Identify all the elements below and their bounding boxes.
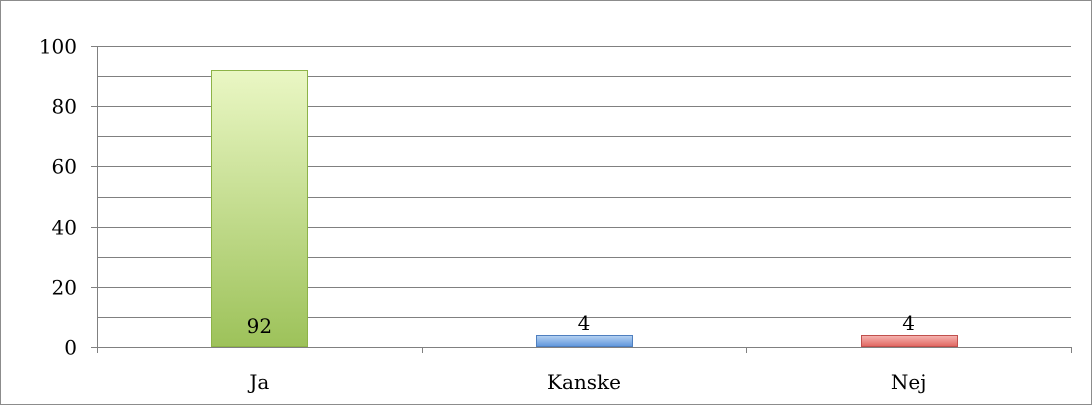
x-tick-label: Kanske xyxy=(547,370,621,394)
y-tick-label: 40 xyxy=(52,216,77,240)
bar-ja xyxy=(211,70,308,347)
axes xyxy=(91,46,1072,353)
data-label: 4 xyxy=(902,311,915,335)
data-labels: 92 4 4 xyxy=(247,311,915,338)
y-tick-label: 100 xyxy=(39,35,77,59)
x-axis-tick-labels: Ja Kanske Nej xyxy=(247,370,926,394)
data-label: 92 xyxy=(247,314,272,338)
y-tick-label: 80 xyxy=(52,95,77,119)
y-tick-label: 0 xyxy=(64,336,77,360)
data-label: 4 xyxy=(578,311,591,335)
bars xyxy=(211,70,958,347)
y-tick-label: 20 xyxy=(52,276,77,300)
bar-kanske xyxy=(536,335,633,347)
y-axis-tick-labels: 0 20 40 60 80 100 xyxy=(39,35,77,360)
y-tick-label: 60 xyxy=(52,155,77,179)
x-tick-label: Ja xyxy=(247,370,269,394)
x-tick-label: Nej xyxy=(891,370,927,394)
bar-nej xyxy=(861,335,958,347)
